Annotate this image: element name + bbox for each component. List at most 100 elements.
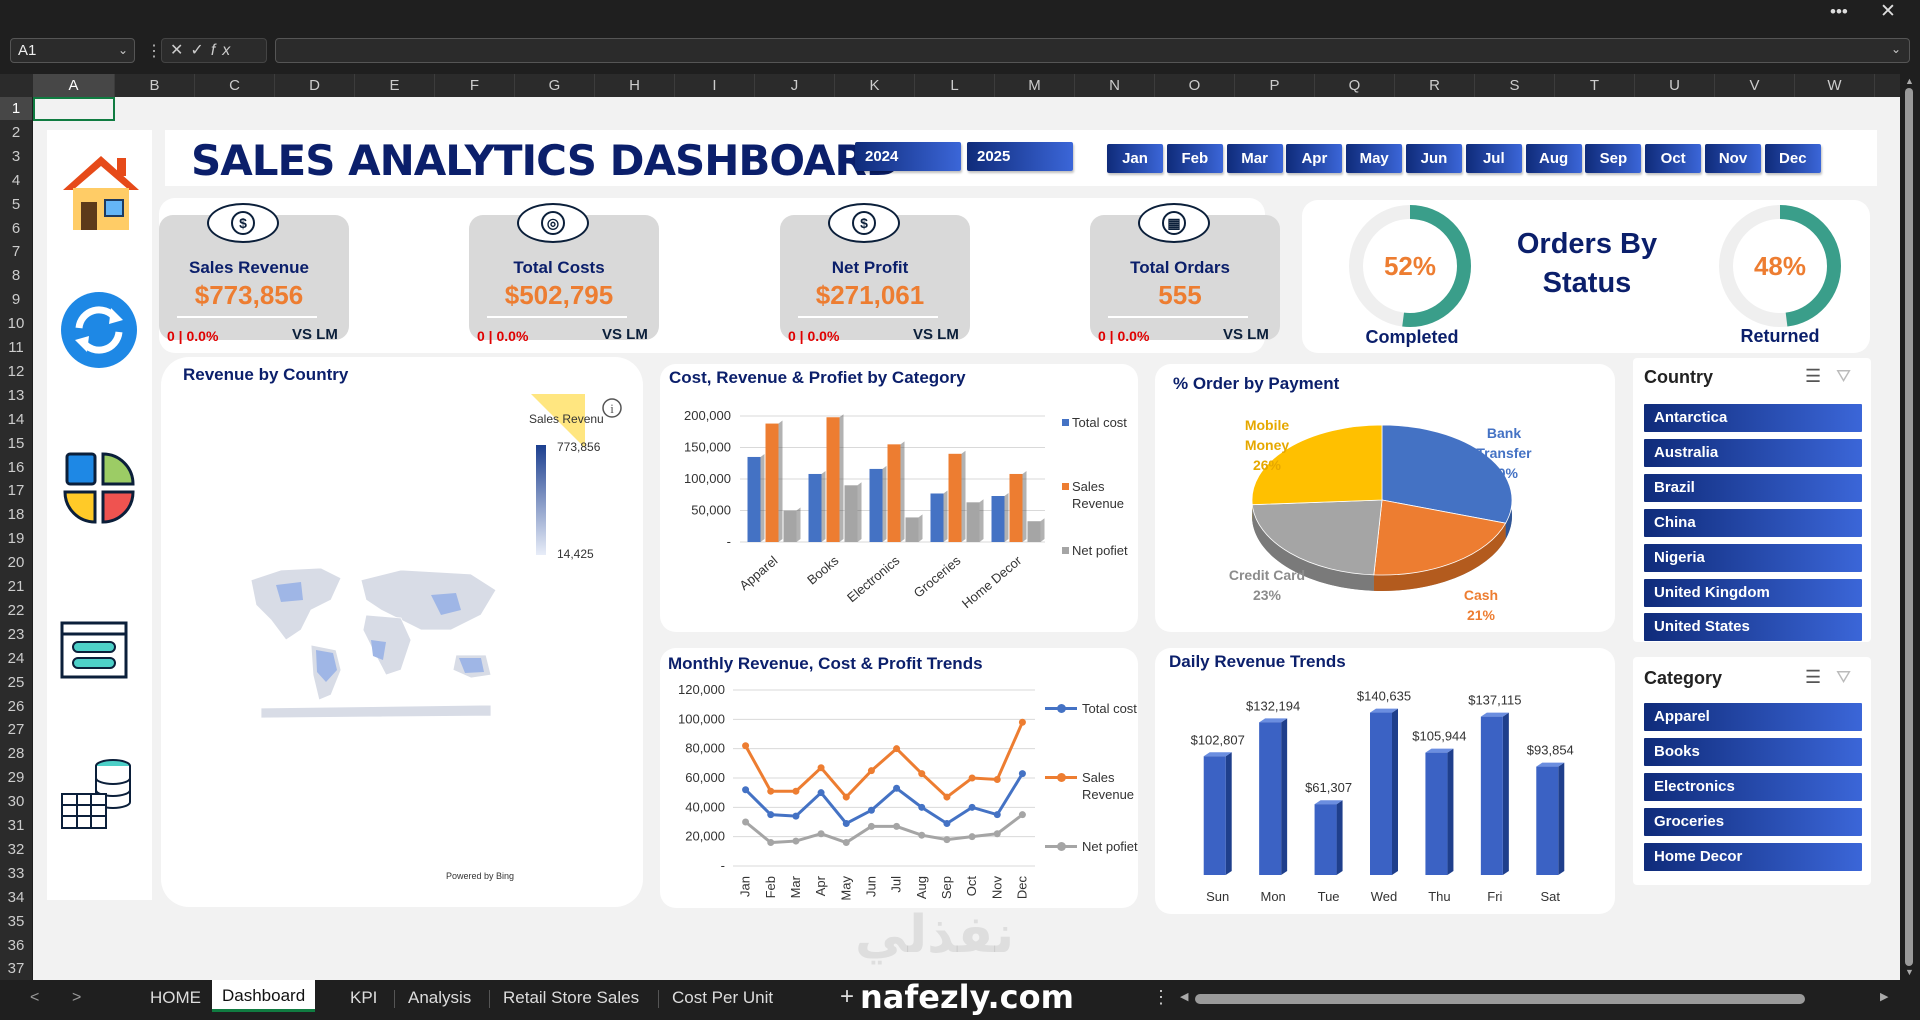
row-header[interactable]: 14 [7,410,25,428]
row-header[interactable]: 17 [7,482,25,500]
row-header[interactable]: 8 [11,267,21,285]
row-header[interactable]: 9 [11,291,21,309]
year-slicer-2024[interactable]: 2024 [855,142,961,171]
country-item-antarctica[interactable]: Antarctica [1644,404,1862,432]
column-header[interactable]: M [995,74,1075,97]
country-item-united-kingdom[interactable]: United Kingdom [1644,578,1862,607]
row-header[interactable]: 29 [7,769,25,787]
vertical-scrollbar[interactable]: ▲ ▼ [1900,74,1920,980]
info-flag[interactable] [531,394,585,448]
row-header[interactable]: 22 [7,601,25,619]
daily-chart-panel[interactable]: Daily Revenue Trends $102,807 Sun $132,194… [1155,648,1615,914]
row-header[interactable]: 36 [7,936,25,954]
category-chart-panel[interactable]: Cost, Revenue & Profiet by Category - 50,… [660,364,1138,632]
legend-item[interactable]: Total cost [1062,414,1136,431]
home-icon[interactable] [59,152,143,234]
month-slicer-aug[interactable]: Aug [1525,144,1582,173]
column-header[interactable]: B [115,74,195,97]
row-header[interactable]: 37 [7,960,25,978]
payment-pie-chart[interactable]: Bank Transfer 30% Cash 21% Credit Card 23% Mobi… [1155,364,1615,632]
column-header[interactable]: Q [1315,74,1395,97]
chevron-down-icon[interactable]: ⌄ [117,43,128,57]
daily-bar-chart[interactable]: $102,807 Sun $132,194 Mon $61,307 Tue $140,635… [1155,648,1615,914]
month-slicer-dec[interactable]: Dec [1764,144,1821,173]
row-header[interactable]: 28 [7,745,25,763]
monthly-line-chart[interactable]: - 20,000 40,000 60,000 80,000 100,000 120,000 J… [660,648,1060,908]
column-header[interactable]: N [1075,74,1155,97]
column-header[interactable]: O [1155,74,1235,97]
cancel-icon[interactable]: ✕ [170,42,191,59]
category-item-apparel[interactable]: Apparel [1644,703,1862,731]
drag-handle-icon[interactable]: ⋮ [146,43,162,60]
clear-filter-icon[interactable]: ⛛ [1836,667,1852,687]
sheet-tab-retail-store-sales[interactable]: Retail Store Sales [503,988,640,1007]
multi-select-icon[interactable]: ☰ [1805,667,1822,687]
column-header[interactable]: V [1715,74,1795,97]
selected-cell[interactable] [33,97,115,121]
sheet-tab-home[interactable]: HOME [150,988,201,1007]
legend-item[interactable]: Sales Revenue [1062,478,1136,512]
column-header[interactable]: U [1635,74,1715,97]
prev-sheet-icon[interactable]: < [30,989,40,1006]
row-header[interactable]: 23 [7,625,25,643]
month-slicer-may[interactable]: May [1346,144,1403,173]
next-sheet-icon[interactable]: > [72,989,82,1006]
legend-item[interactable]: Total cost [1045,700,1138,717]
formula-input[interactable]: ⌄ [275,38,1910,63]
row-header[interactable]: 16 [7,458,25,476]
scroll-right-icon[interactable]: ▶ [1880,991,1889,1003]
row-header[interactable]: 24 [7,649,25,667]
monthly-chart-panel[interactable]: Monthly Revenue, Cost & Profit Trends - 2… [660,648,1138,908]
row-header[interactable]: 34 [7,888,25,906]
row-header[interactable]: 2 [11,123,21,141]
row-header[interactable]: 19 [7,530,25,548]
row-header[interactable]: 15 [7,434,25,452]
month-slicer-nov[interactable]: Nov [1705,144,1761,173]
multi-select-icon[interactable]: ☰ [1805,366,1822,386]
column-header[interactable]: H [595,74,675,97]
info-icon[interactable]: i [601,397,623,419]
row-header[interactable]: 18 [7,506,25,524]
column-header[interactable]: T [1555,74,1635,97]
row-header[interactable]: 12 [7,362,25,380]
row-header[interactable]: 30 [7,793,25,811]
column-header[interactable]: L [915,74,995,97]
close-icon[interactable]: ✕ [1880,1,1896,22]
legend-item[interactable]: Sales Revenue [1045,769,1138,803]
enter-check-icon[interactable]: ✓ [190,42,211,59]
row-header[interactable]: 25 [7,673,25,691]
country-item-australia[interactable]: Australia [1644,438,1862,467]
column-header[interactable]: E [355,74,435,97]
form-icon[interactable] [59,620,129,680]
scroll-up-icon[interactable]: ▲ [1905,76,1914,86]
column-header[interactable]: F [435,74,515,97]
country-item-united-states[interactable]: United States [1644,613,1862,642]
column-header[interactable]: A [33,74,115,97]
more-dots-icon[interactable]: ••• [1830,2,1848,21]
row-header[interactable]: 27 [7,721,25,739]
row-header[interactable]: 3 [11,147,21,165]
column-header[interactable]: R [1395,74,1475,97]
function-fx-icon[interactable]: fx [210,42,238,59]
month-slicer-jul[interactable]: Jul [1465,144,1522,173]
sheet-tab-kpi[interactable]: KPI [350,988,378,1007]
row-header[interactable]: 7 [11,243,21,261]
country-item-china[interactable]: China [1644,508,1862,537]
month-slicer-jan[interactable]: Jan [1107,144,1163,173]
category-item-books[interactable]: Books [1644,737,1862,766]
horizontal-scroll-thumb[interactable] [1195,994,1805,1004]
category-bar-chart[interactable]: - 50,000 100,000 150,000 200,000 Apparel Books… [660,364,1060,632]
column-header[interactable]: I [675,74,755,97]
scroll-thumb[interactable] [1905,88,1913,966]
row-header[interactable]: 5 [11,195,21,213]
legend-item[interactable]: Net pofiet [1062,542,1136,559]
column-header[interactable]: P [1235,74,1315,97]
column-header[interactable]: D [275,74,355,97]
column-header[interactable]: W [1795,74,1875,97]
clear-filter-icon[interactable]: ⛛ [1836,366,1852,386]
world-map[interactable] [241,560,511,720]
refresh-icon[interactable] [59,290,139,370]
row-header[interactable]: 4 [11,171,21,189]
row-header[interactable]: 21 [7,578,25,595]
month-slicer-jun[interactable]: Jun [1406,144,1462,173]
